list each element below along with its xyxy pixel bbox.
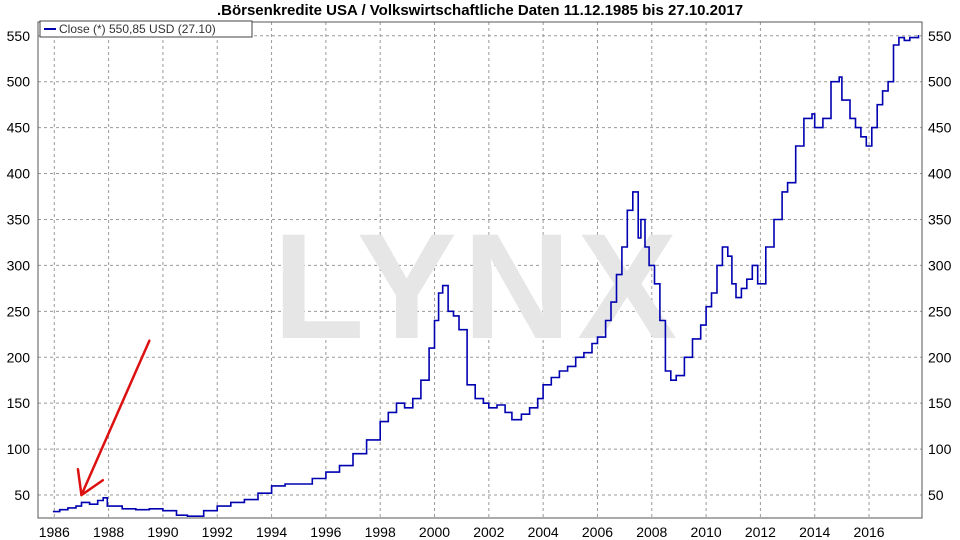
x-tick-label: 2004 [528,524,559,540]
y-tick-label-left: 250 [7,303,31,319]
y-tick-label-left: 150 [7,395,31,411]
chart-title: .Börsenkredite USA / Volkswirtschaftlich… [217,2,743,19]
x-tick-label: 1988 [93,524,124,540]
y-tick-label-left: 100 [7,441,31,457]
x-tick-label: 2010 [691,524,722,540]
y-tick-label-left: 450 [7,120,31,136]
y-tick-label-left: 50 [14,487,30,503]
legend-box [39,20,253,38]
arrow-head [76,468,105,497]
x-tick-label: 2006 [582,524,613,540]
plot-frame [37,21,923,519]
series-line-close [52,35,920,517]
y-tick-label-right: 300 [928,257,952,273]
y-tick-label-right: 350 [928,211,952,227]
annotation-layer [76,339,151,497]
y-tick-label-right: 450 [928,120,952,136]
x-tick-label: 2012 [745,524,776,540]
y-tick-label-right: 250 [928,303,952,319]
y-tick-label-right: 500 [928,74,952,90]
x-tick-label: 2014 [799,524,830,540]
y-tick-label-right: 550 [928,28,952,44]
legend: Close (*) 550,85 USD (27.10) [39,20,253,38]
x-tick-label: 1992 [202,524,233,540]
y-tick-label-left: 500 [7,74,31,90]
y-tick-label-right: 50 [928,487,944,503]
x-tick-label: 2002 [473,524,504,540]
y-tick-label-left: 350 [7,211,31,227]
watermark-text: LYNX [273,202,683,370]
y-tick-label-right: 100 [928,441,952,457]
x-tick-label: 1986 [39,524,70,540]
series-layer [52,35,920,517]
legend-label: Close (*) 550,85 USD (27.10) [59,22,216,36]
x-tick-label: 2016 [853,524,884,540]
x-tick-label: 1994 [256,524,287,540]
y-tick-label-left: 550 [7,28,31,44]
y-tick-label-left: 200 [7,349,31,365]
arrow-shaft [80,339,151,497]
x-tick-label: 1996 [310,524,341,540]
y-tick-label-right: 200 [928,349,952,365]
axis-ticks: 1986 1988 1990 1992 1994 1996 1998 2000 2002 2004… [7,28,952,540]
x-tick-label: 1998 [365,524,396,540]
y-tick-label-left: 300 [7,257,31,273]
y-tick-label-right: 150 [928,395,952,411]
y-tick-label-right: 400 [928,166,952,182]
x-tick-label: 1990 [147,524,178,540]
x-tick-label: 2008 [636,524,667,540]
x-tick-label: 2000 [419,524,450,540]
gridlines [38,22,922,518]
y-tick-label-left: 400 [7,166,31,182]
